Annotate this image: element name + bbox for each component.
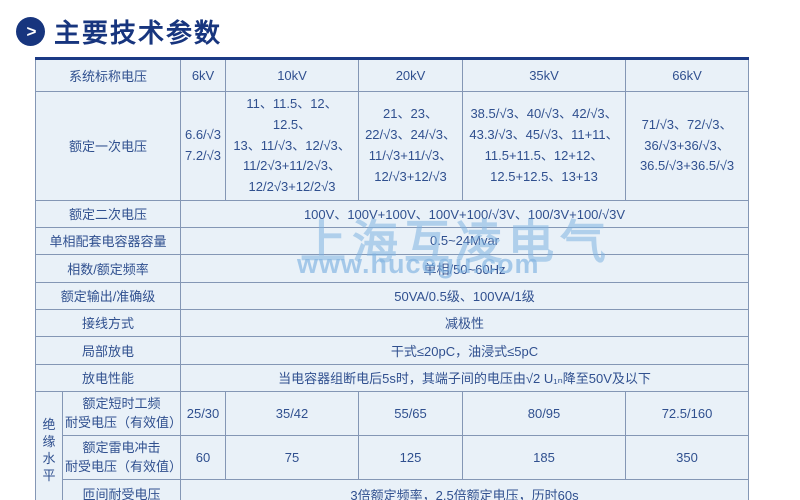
primary-voltage-cell-10kv: 11、11.5、12、12.5、 13、11/√3、12/√3、 11/2√3+… xyxy=(225,91,360,201)
group-label-insulation-level: 绝 缘 水 平 xyxy=(35,390,63,500)
power-freq-cell-35kv: 80/95 xyxy=(462,390,627,436)
table-row-primary-voltage: 额定一次电压 6.6/√3 7.2/√3 11、11.5、12、12.5、 13… xyxy=(34,91,750,201)
primary-voltage-cell-66kv: 71/√3、72/√3、 36/√3+36/√3、 36.5/√3+36.5/√… xyxy=(625,91,750,201)
primary-voltage-cell-6kv: 6.6/√3 7.2/√3 xyxy=(180,91,227,201)
row-label-turn-to-turn-withstand: 匝间耐受电压 xyxy=(61,478,182,500)
table-row-turn-to-turn-withstand: 匝间耐受电压 3倍额定频率，2.5倍额定电压，历时60s xyxy=(36,478,750,500)
lightning-cell-66kv: 350 xyxy=(625,434,750,480)
header-cell-6kv: 6kV xyxy=(180,57,227,92)
lightning-cell-10kv: 75 xyxy=(225,434,360,480)
row-label-phase-frequency: 相数/额定频率 xyxy=(34,253,182,283)
table-row-secondary-voltage: 额定二次电压 100V、100V+100V、100V+100/√3V、100/3… xyxy=(34,199,750,228)
row-label-power-frequency-withstand: 额定短时工频 耐受电压（有效值） xyxy=(61,390,182,436)
row-label-secondary-voltage: 额定二次电压 xyxy=(34,199,182,228)
power-freq-cell-20kv: 55/65 xyxy=(358,390,464,436)
table-row-power-frequency-withstand: 绝 缘 水 平 额定短时工频 耐受电压（有效值） 25/30 35/42 55/… xyxy=(35,390,750,500)
primary-voltage-cell-20kv: 21、23、 22/√3、24/√3、 11/√3+11/√3、 12/√3+1… xyxy=(358,91,464,201)
spec-table: 系统标称电压 6kV 10kV 20kV 35kV 66kV 额定一次电压 6.… xyxy=(34,57,750,500)
header-cell-66kv: 66kV xyxy=(625,57,750,92)
power-freq-cell-66kv: 72.5/160 xyxy=(625,390,750,436)
row-label-rated-output: 额定输出/准确级 xyxy=(34,281,182,310)
table-row-wiring-mode: 接线方式 减极性 xyxy=(34,308,750,337)
page-title-row: > 主要技术参数 xyxy=(16,13,222,50)
power-freq-cell-10kv: 35/42 xyxy=(225,390,360,436)
header-cell-10kv: 10kV xyxy=(225,57,360,92)
value-cell-turn-to-turn-withstand: 3倍额定频率，2.5倍额定电压，历时60s xyxy=(180,478,750,500)
power-freq-cell-6kv: 25/30 xyxy=(180,390,227,436)
primary-voltage-cell-35kv: 38.5/√3、40/√3、42/√3、 43.3/√3、45/√3、11+11… xyxy=(462,91,627,201)
table-row-capacitor-capacity: 单相配套电容器容量 0.5~24Mvar xyxy=(34,226,750,255)
table-row-phase-frequency: 相数/额定频率 单相/50~60Hz xyxy=(34,253,750,283)
value-cell-partial-discharge: 干式≤20pC，油浸式≤5pC xyxy=(180,335,750,365)
table-row-lightning-impulse-withstand: 额定雷电冲击 耐受电压（有效值） 60 75 125 185 350 xyxy=(36,434,750,480)
value-cell-secondary-voltage: 100V、100V+100V、100V+100/√3V、100/3V+100/√… xyxy=(180,199,750,228)
row-label-primary-voltage: 额定一次电压 xyxy=(34,91,182,201)
row-label-capacitor-capacity: 单相配套电容器容量 xyxy=(34,226,182,255)
lightning-cell-20kv: 125 xyxy=(358,434,464,480)
value-cell-capacitor-capacity: 0.5~24Mvar xyxy=(180,226,750,255)
row-label-lightning-impulse-withstand: 额定雷电冲击 耐受电压（有效值） xyxy=(61,434,182,480)
row-label-system-voltage: 系统标称电压 xyxy=(34,57,182,92)
value-cell-phase-frequency: 单相/50~60Hz xyxy=(180,253,750,283)
table-row-system-voltage: 系统标称电压 6kV 10kV 20kV 35kV 66kV xyxy=(34,57,750,92)
row-label-discharge-performance: 放电性能 xyxy=(34,363,182,392)
value-cell-discharge-performance: 当电容器组断电后5s时，其端子间的电压由√2 U₁ₙ降至50V及以下 xyxy=(180,363,750,392)
page-title: 主要技术参数 xyxy=(54,18,223,48)
value-cell-rated-output: 50VA/0.5级、100VA/1级 xyxy=(180,281,750,310)
table-row-discharge-performance: 放电性能 当电容器组断电后5s时，其端子间的电压由√2 U₁ₙ降至50V及以下 xyxy=(34,363,750,392)
lightning-cell-35kv: 185 xyxy=(462,434,627,480)
value-cell-wiring-mode: 减极性 xyxy=(180,308,750,337)
lightning-cell-6kv: 60 xyxy=(180,434,227,480)
row-label-wiring-mode: 接线方式 xyxy=(34,308,182,337)
table-row-rated-output: 额定输出/准确级 50VA/0.5级、100VA/1级 xyxy=(34,281,750,310)
table-row-partial-discharge: 局部放电 干式≤20pC，油浸式≤5pC xyxy=(34,335,750,365)
row-label-partial-discharge: 局部放电 xyxy=(34,335,182,365)
header-cell-20kv: 20kV xyxy=(358,57,464,92)
arrow-right-circle-icon: > xyxy=(16,17,45,46)
header-cell-35kv: 35kV xyxy=(462,57,627,92)
